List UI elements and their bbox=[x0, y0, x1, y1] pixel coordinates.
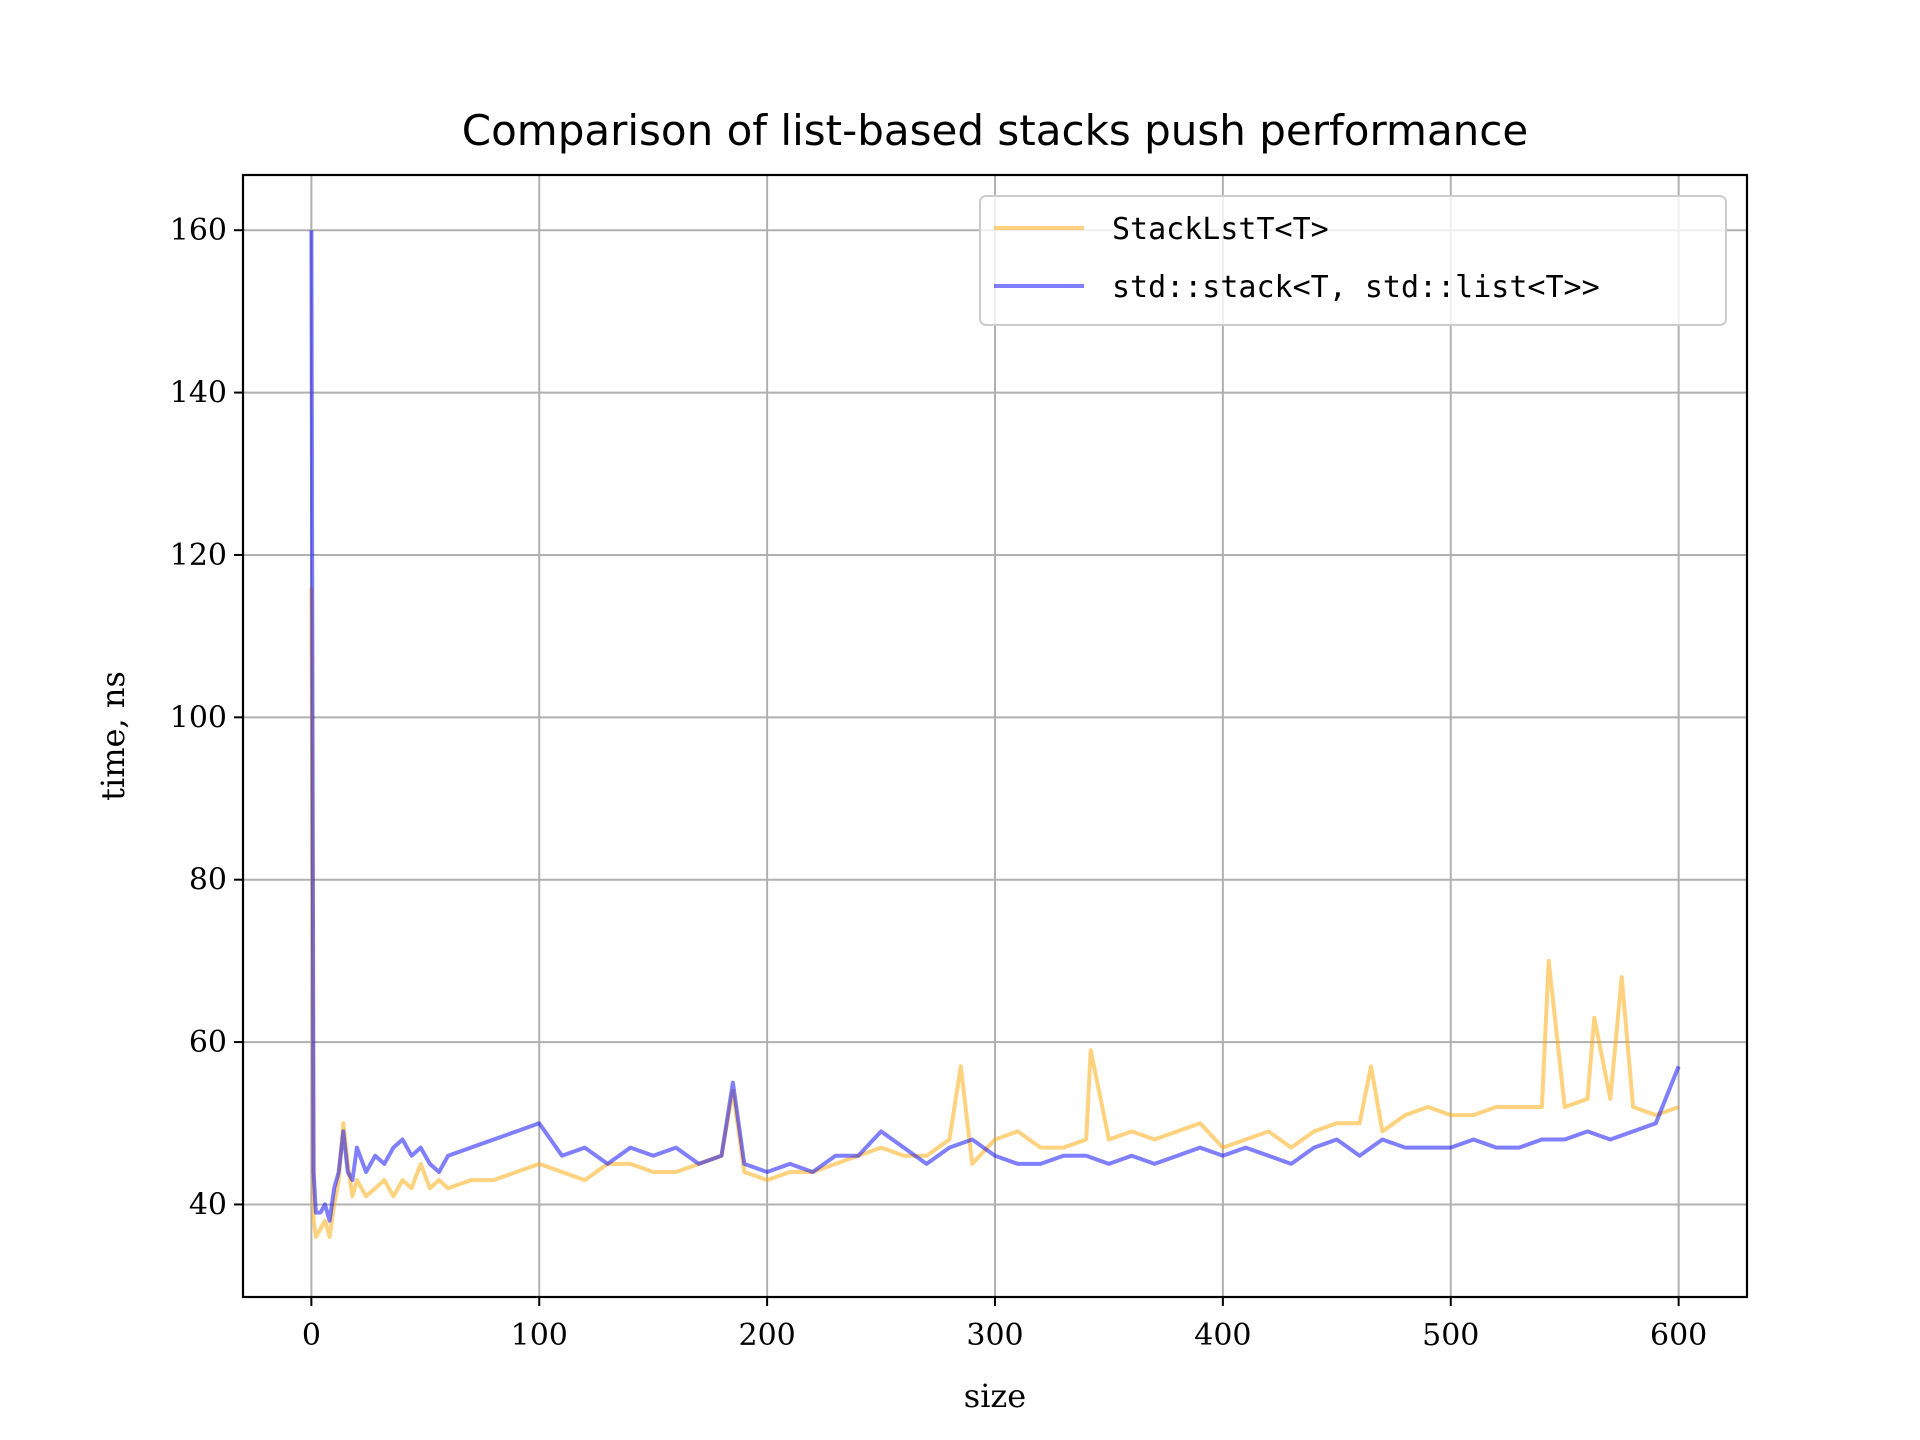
series-lines bbox=[309, 230, 1681, 1239]
legend-label-std-stack: std::stack<T, std::list<T>> bbox=[1112, 270, 1600, 305]
y-axis-label: time, ns bbox=[94, 671, 132, 801]
x-axis-label: size bbox=[964, 1377, 1026, 1415]
series-line-0 bbox=[309, 587, 1680, 1239]
y-tick-label: 60 bbox=[189, 1025, 227, 1060]
x-tick-label: 400 bbox=[1194, 1318, 1251, 1353]
legend-box bbox=[979, 195, 1727, 326]
y-tick-label: 120 bbox=[170, 538, 227, 573]
x-tick-label: 200 bbox=[738, 1318, 795, 1353]
y-tick-label: 140 bbox=[170, 376, 227, 411]
y-tick-label: 80 bbox=[189, 863, 227, 898]
y-tick-label: 40 bbox=[189, 1187, 227, 1222]
x-tick-label: 500 bbox=[1422, 1318, 1479, 1353]
chart-title: Comparison of list-based stacks push per… bbox=[462, 106, 1528, 155]
y-tick-label: 160 bbox=[170, 213, 227, 248]
axis-ticks: 0 100 200 300 400 500 600 40 60 80 100 120 140 160 bbox=[170, 213, 1708, 1353]
x-tick-label: 600 bbox=[1650, 1318, 1707, 1353]
y-tick-label: 100 bbox=[170, 700, 227, 735]
x-tick-label: 300 bbox=[966, 1318, 1023, 1353]
legend-label-stacklstt: StackLstT<T> bbox=[1112, 212, 1329, 247]
x-tick-label: 0 bbox=[302, 1318, 321, 1353]
legend: StackLstT<T> std::stack<T, std::list<T>> bbox=[979, 195, 1727, 326]
x-tick-label: 100 bbox=[511, 1318, 568, 1353]
series-line-1 bbox=[309, 230, 1681, 1223]
